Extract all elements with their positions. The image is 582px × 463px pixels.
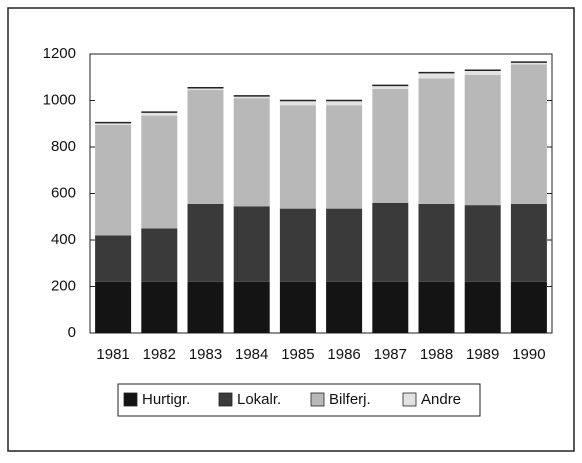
bar-segment — [326, 208, 363, 282]
legend-label: Bilferj. — [329, 391, 371, 408]
bar-segment — [326, 281, 363, 333]
legend-box — [117, 383, 481, 417]
x-tick-label: 1988 — [420, 346, 453, 363]
bar-segment — [95, 235, 132, 282]
y-tick-label: 200 — [51, 277, 76, 294]
bar-segment — [95, 281, 132, 333]
bar-segment — [279, 208, 316, 282]
y-tick-label: 0 — [68, 324, 76, 341]
bar-segment — [233, 281, 270, 333]
legend-swatch — [402, 392, 417, 407]
bar-segment — [326, 105, 363, 209]
bar-segment — [418, 72, 455, 79]
bar-segment — [233, 95, 270, 99]
bar-segment — [510, 62, 547, 65]
legend-label: Lokalr. — [237, 391, 281, 408]
legend-label: Andre — [421, 391, 461, 408]
y-tick-label: 800 — [51, 138, 76, 155]
bar-segment — [418, 281, 455, 333]
bar-segment — [95, 124, 132, 236]
bar-segment — [418, 203, 455, 282]
bar-segment — [510, 64, 547, 204]
bar-segment — [233, 206, 270, 282]
bar-segment — [279, 281, 316, 333]
legend-label: Hurtigr. — [142, 391, 190, 408]
bar-segment — [233, 98, 270, 207]
bar-segment — [187, 281, 224, 333]
frame — [7, 7, 575, 452]
y-tick-label: 600 — [51, 184, 76, 201]
bar-segment — [141, 228, 178, 282]
x-tick-label: 1982 — [143, 346, 176, 363]
x-tick-label: 1987 — [374, 346, 407, 363]
y-tick-label: 400 — [51, 231, 76, 248]
bar-segment — [418, 78, 455, 204]
legend-swatch — [123, 392, 138, 407]
x-tick-label: 1990 — [512, 346, 545, 363]
bar-segment — [187, 87, 224, 91]
x-tick-label: 1983 — [189, 346, 222, 363]
bar-segment — [187, 203, 224, 282]
bar-segment — [372, 281, 409, 333]
bar-segment — [372, 85, 409, 89]
legend-swatch — [310, 392, 325, 407]
bar-segment — [141, 112, 178, 116]
x-tick-label: 1985 — [281, 346, 314, 363]
bar-segment — [279, 105, 316, 209]
bar-segment — [95, 122, 132, 125]
x-tick-label: 1989 — [466, 346, 499, 363]
bar-segment — [464, 74, 501, 206]
bar-segment — [326, 100, 363, 106]
bar-segment — [279, 100, 316, 106]
x-tick-label: 1984 — [235, 346, 268, 363]
bar-segment — [187, 90, 224, 204]
x-tick-label: 1981 — [96, 346, 129, 363]
bar-segment — [372, 88, 409, 203]
bar-segment — [464, 70, 501, 75]
bar-segment — [372, 202, 409, 282]
bar-segment — [510, 203, 547, 282]
x-tick-label: 1986 — [327, 346, 360, 363]
bar-segment — [141, 115, 178, 229]
y-tick-label: 1000 — [43, 91, 76, 108]
bar-segment — [510, 281, 547, 333]
bar-segment — [464, 205, 501, 282]
y-tick-label: 1200 — [43, 45, 76, 62]
bar-segment — [141, 281, 178, 333]
bar-segment — [464, 281, 501, 333]
legend-swatch — [218, 392, 233, 407]
